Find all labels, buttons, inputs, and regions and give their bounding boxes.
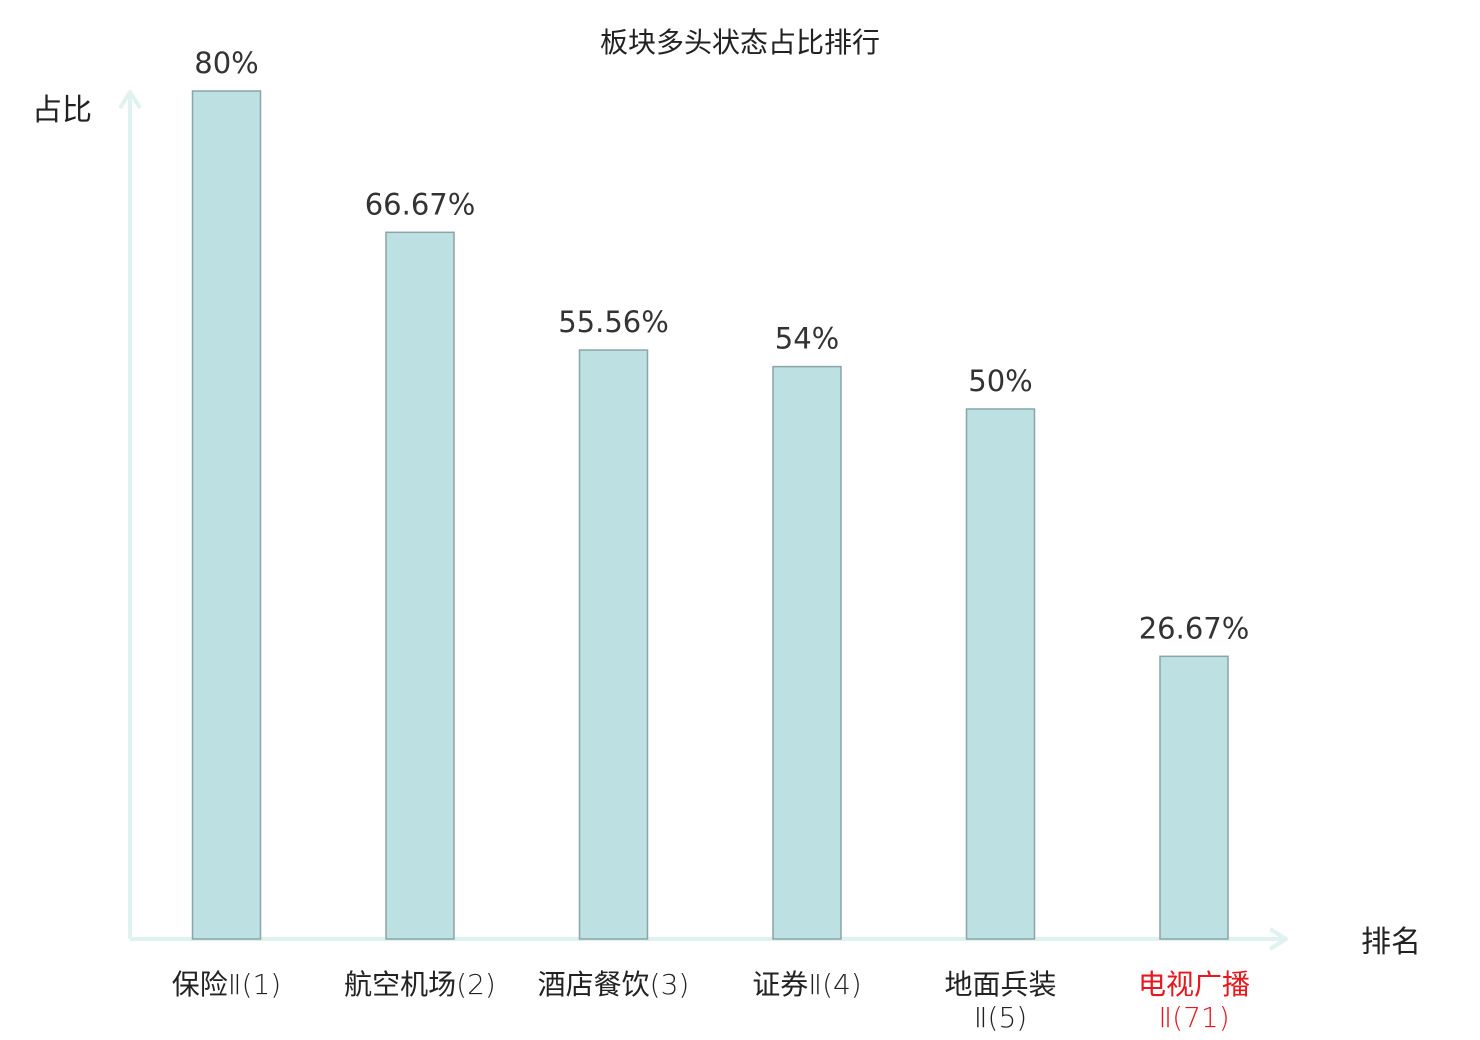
value-labels: 80% 66.67% 55.56% 54% 50% 26.67% [194,46,1249,645]
x-tick-label: 证券Ⅱ(4) [752,968,861,1001]
bar [1159,655,1229,940]
x-tick-label-name: 航空机场 [344,968,456,1001]
y-axis-arrow-icon [118,90,142,110]
x-tick-label: 酒店餐饮(3) [538,968,690,1001]
data-label: 54% [775,322,839,356]
x-tick-label-suffix: (3) [650,968,690,1001]
bar [578,349,649,940]
x-tick-label-suffix: (2) [456,968,496,1001]
x-tick-label-name: 地面兵装 [944,968,1056,1001]
bar [385,231,455,940]
category-labels: 保险Ⅱ(1) 航空机场(2) 酒店餐饮(3) 证券Ⅱ(4) 地面兵装 Ⅱ(5)电视广播 Ⅱ(… [172,968,1250,1034]
x-tick-label-name: 酒店餐饮 [538,968,650,1001]
x-tick-label-name: 电视广播 [1138,968,1250,1001]
data-label: 66.67% [365,187,476,221]
bar [772,365,842,940]
bar [191,90,262,940]
x-tick-label-suffix: Ⅱ(1) [228,968,281,1001]
x-tick-label-suffix: Ⅱ(71) [1158,1001,1229,1034]
bar [965,408,1036,940]
data-label: 26.67% [1139,611,1250,645]
x-axis-arrow-icon [1268,927,1288,951]
bars [191,90,1229,940]
x-tick-label-name: 保险 [172,968,228,1001]
x-tick-label: 保险Ⅱ(1) [172,968,281,1001]
data-label: 80% [194,46,258,80]
x-tick-label: 地面兵装 Ⅱ(5) [944,968,1056,1034]
data-label: 55.56% [558,305,669,339]
y-axis-label: 占比 [32,93,92,128]
x-tick-label-suffix: Ⅱ(5) [974,1001,1027,1034]
x-tick-label: 电视广播 Ⅱ(71) [1138,968,1250,1034]
axes [118,90,1288,951]
x-tick-label: 航空机场(2) [344,968,496,1001]
data-label: 50% [968,364,1032,398]
x-tick-label-name: 证券 [752,968,808,1001]
x-tick-label-suffix: Ⅱ(4) [808,968,861,1001]
chart-title: 板块多头状态占比排行 [600,26,880,59]
x-axis-label: 排名 [1361,925,1421,960]
